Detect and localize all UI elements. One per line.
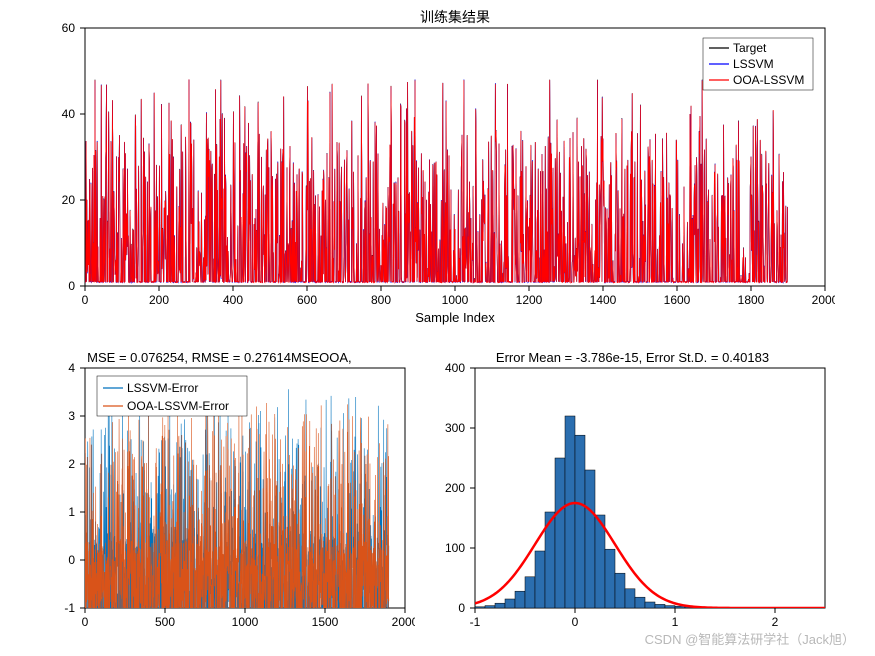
svg-text:600: 600 <box>297 293 317 307</box>
svg-text:20: 20 <box>62 193 76 207</box>
svg-text:1000: 1000 <box>442 293 469 307</box>
svg-text:40: 40 <box>62 107 76 121</box>
histogram-bar <box>635 597 645 608</box>
svg-text:0: 0 <box>68 553 75 567</box>
svg-text:0: 0 <box>68 279 75 293</box>
svg-text:0: 0 <box>458 601 465 615</box>
histogram-bar <box>555 458 565 608</box>
svg-text:500: 500 <box>155 615 175 629</box>
histogram-bar <box>495 603 505 608</box>
svg-text:1: 1 <box>68 505 75 519</box>
svg-text:-1: -1 <box>470 615 481 629</box>
svg-text:400: 400 <box>445 361 465 375</box>
svg-text:LSSVM-Error: LSSVM-Error <box>127 381 198 395</box>
svg-text:2000: 2000 <box>392 615 415 629</box>
svg-text:0: 0 <box>82 293 89 307</box>
histogram-bar <box>645 602 655 608</box>
svg-text:3: 3 <box>68 409 75 423</box>
histogram-bar <box>575 435 585 608</box>
svg-text:Sample Index: Sample Index <box>415 310 495 325</box>
svg-text:Target: Target <box>733 41 767 55</box>
svg-text:1: 1 <box>672 615 679 629</box>
histogram-bar <box>615 573 625 608</box>
svg-text:4: 4 <box>68 361 75 375</box>
svg-text:1800: 1800 <box>738 293 765 307</box>
watermark-text: CSDN @智能算法研学社（Jack旭） <box>645 629 855 648</box>
histogram-bar <box>625 589 635 608</box>
histogram-bar <box>605 549 615 608</box>
svg-text:100: 100 <box>445 541 465 555</box>
histogram-bar <box>565 416 575 608</box>
svg-text:1500: 1500 <box>312 615 339 629</box>
svg-text:400: 400 <box>223 293 243 307</box>
svg-text:60: 60 <box>62 21 76 35</box>
svg-text:1600: 1600 <box>664 293 691 307</box>
series-OOA-LSSVM <box>85 79 788 282</box>
histogram-bar <box>665 606 675 608</box>
histogram-bar <box>595 515 605 608</box>
histogram-bar <box>475 607 485 608</box>
svg-text:0: 0 <box>572 615 579 629</box>
svg-text:-1: -1 <box>64 601 75 615</box>
svg-text:1000: 1000 <box>232 615 259 629</box>
svg-text:0: 0 <box>82 615 89 629</box>
svg-text:200: 200 <box>445 481 465 495</box>
histogram-bar <box>535 551 545 608</box>
chart-title: 训练集结果 <box>420 9 490 25</box>
histogram-bar <box>515 591 525 608</box>
chart-title: MSE = 0.076254, RMSE = 0.27614MSEOOA, <box>87 350 351 365</box>
svg-text:OOA-LSSVM: OOA-LSSVM <box>733 73 804 87</box>
histogram-bar <box>655 604 665 608</box>
svg-text:800: 800 <box>371 293 391 307</box>
histogram-bar <box>585 470 595 608</box>
training-results-chart: 训练集结果02004006008001000120014001600180020… <box>35 6 835 326</box>
error-histogram-chart: Error Mean = -3.786e-15, Error St.D. = 0… <box>425 346 835 633</box>
chart-title: Error Mean = -3.786e-15, Error St.D. = 0… <box>496 350 769 365</box>
svg-text:1400: 1400 <box>590 293 617 307</box>
svg-text:1200: 1200 <box>516 293 543 307</box>
error-lines-chart: MSE = 0.076254, RMSE = 0.27614MSEOOA, 0 50… <box>35 346 415 633</box>
svg-text:200: 200 <box>149 293 169 307</box>
legend: LSSVM-Error OOA-LSSVM-Error <box>97 376 247 416</box>
svg-text:2000: 2000 <box>812 293 835 307</box>
svg-text:2: 2 <box>68 457 75 471</box>
svg-text:300: 300 <box>445 421 465 435</box>
svg-text:OOA-LSSVM-Error: OOA-LSSVM-Error <box>127 399 229 413</box>
histogram-bar <box>505 599 515 608</box>
svg-text:LSSVM: LSSVM <box>733 57 774 71</box>
svg-text:2: 2 <box>772 615 779 629</box>
histogram-bar <box>485 606 495 608</box>
legend: Target LSSVM OOA-LSSVM <box>703 38 813 90</box>
histogram-bar <box>525 577 535 608</box>
